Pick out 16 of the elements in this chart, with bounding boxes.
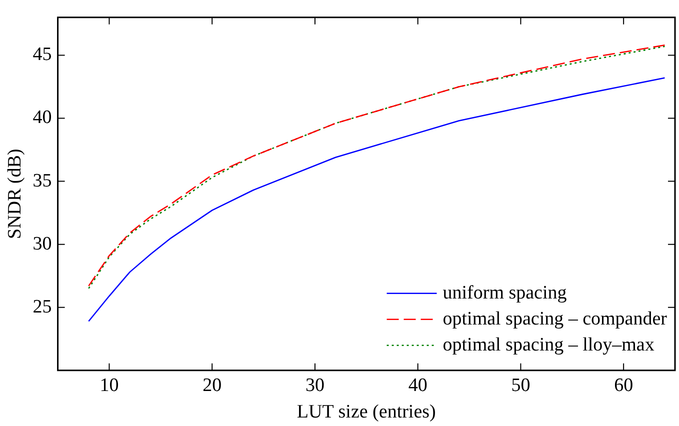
x-tick-label: 20 xyxy=(202,374,222,396)
legend-label: uniform spacing xyxy=(442,282,568,304)
x-tick-label: 10 xyxy=(100,374,119,396)
x-tick-label: 60 xyxy=(614,374,634,396)
y-tick-label: 30 xyxy=(32,233,52,254)
legend-label: optimal spacing – compander xyxy=(442,308,668,330)
y-tick-label: 45 xyxy=(32,44,52,66)
y-tick-label: 40 xyxy=(32,107,52,128)
x-tick-label: 40 xyxy=(408,374,428,396)
x-axis-title: LUT size (entries) xyxy=(296,402,436,423)
legend-label: optimal spacing – lloy–max xyxy=(442,334,655,356)
y-axis-title: SNDR (dB) xyxy=(4,148,26,240)
y-tick-label: 25 xyxy=(32,296,52,318)
x-tick-label: 50 xyxy=(511,374,530,396)
y-tick-label: 35 xyxy=(32,170,52,192)
x-tick-label: 30 xyxy=(305,374,324,396)
